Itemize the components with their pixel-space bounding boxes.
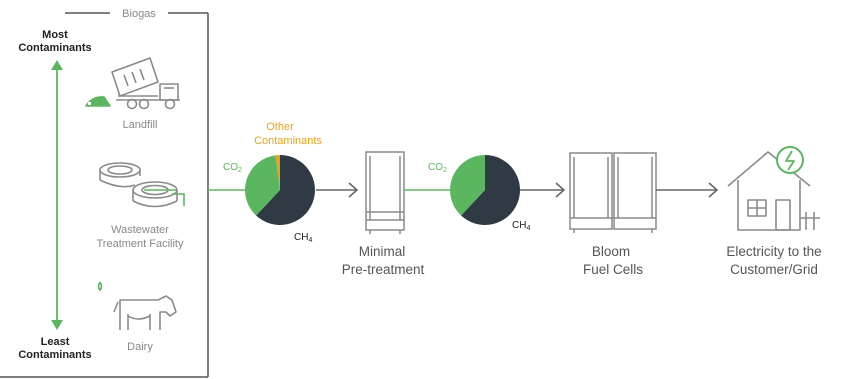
pie-slice-co2 <box>450 155 485 216</box>
biogas-bracket <box>0 12 209 378</box>
biogas-label: Biogas <box>122 8 156 20</box>
pie1-co2-label: CO2 <box>223 162 242 174</box>
least-label-line2: Contaminants <box>18 349 91 361</box>
source-label-wastewater-line2: Treatment Facility <box>96 238 184 250</box>
source-label-wastewater-line1: Wastewater <box>111 224 169 236</box>
pretreated-composition-pie <box>450 155 520 225</box>
pie2-ch4-label: CH4 <box>512 220 530 232</box>
flow-arrow-3 <box>656 182 719 198</box>
flow-arrow-1 <box>316 182 359 198</box>
house-electricity-icon <box>727 146 820 231</box>
source-label-dairy: Dairy <box>127 341 153 353</box>
step-label-pretreatment-line2: Pre-treatment <box>342 262 425 277</box>
flow-arrow-2 <box>520 182 566 198</box>
least-label-line1: Least <box>41 336 70 348</box>
contaminant-scale-arrow <box>51 60 63 330</box>
dump-truck-icon <box>85 57 180 110</box>
step-label-electricity-line2: Customer/Grid <box>730 262 818 277</box>
source-label-landfill: Landfill <box>123 119 158 131</box>
pie2-co2-label: CO2 <box>428 162 447 174</box>
step-label-electricity-line1: Electricity to the <box>726 244 821 259</box>
pie-slice-other-contaminants <box>275 155 280 190</box>
pie-slice-co2 <box>245 155 280 216</box>
cow-icon <box>97 281 177 330</box>
pie-slice-ch4 <box>256 155 315 225</box>
other-contaminants-label-line1: Other <box>266 121 294 133</box>
step-label-fuel-cells-line1: Bloom <box>592 244 630 259</box>
pie-slice-ch4 <box>461 155 520 225</box>
step-label-pretreatment-line1: Minimal <box>359 244 406 259</box>
most-label-line1: Most <box>42 29 68 41</box>
fuel-cell-icon <box>569 152 657 233</box>
wastewater-tanks-icon <box>99 162 185 208</box>
pie1-ch4-label: CH4 <box>294 232 312 244</box>
biogas-composition-pie <box>245 155 315 225</box>
most-label-line2: Contaminants <box>18 42 91 54</box>
step-label-fuel-cells-line2: Fuel Cells <box>583 262 643 277</box>
pretreatment-unit-icon <box>365 151 405 234</box>
other-contaminants-label-line2: Contaminants <box>254 135 322 147</box>
